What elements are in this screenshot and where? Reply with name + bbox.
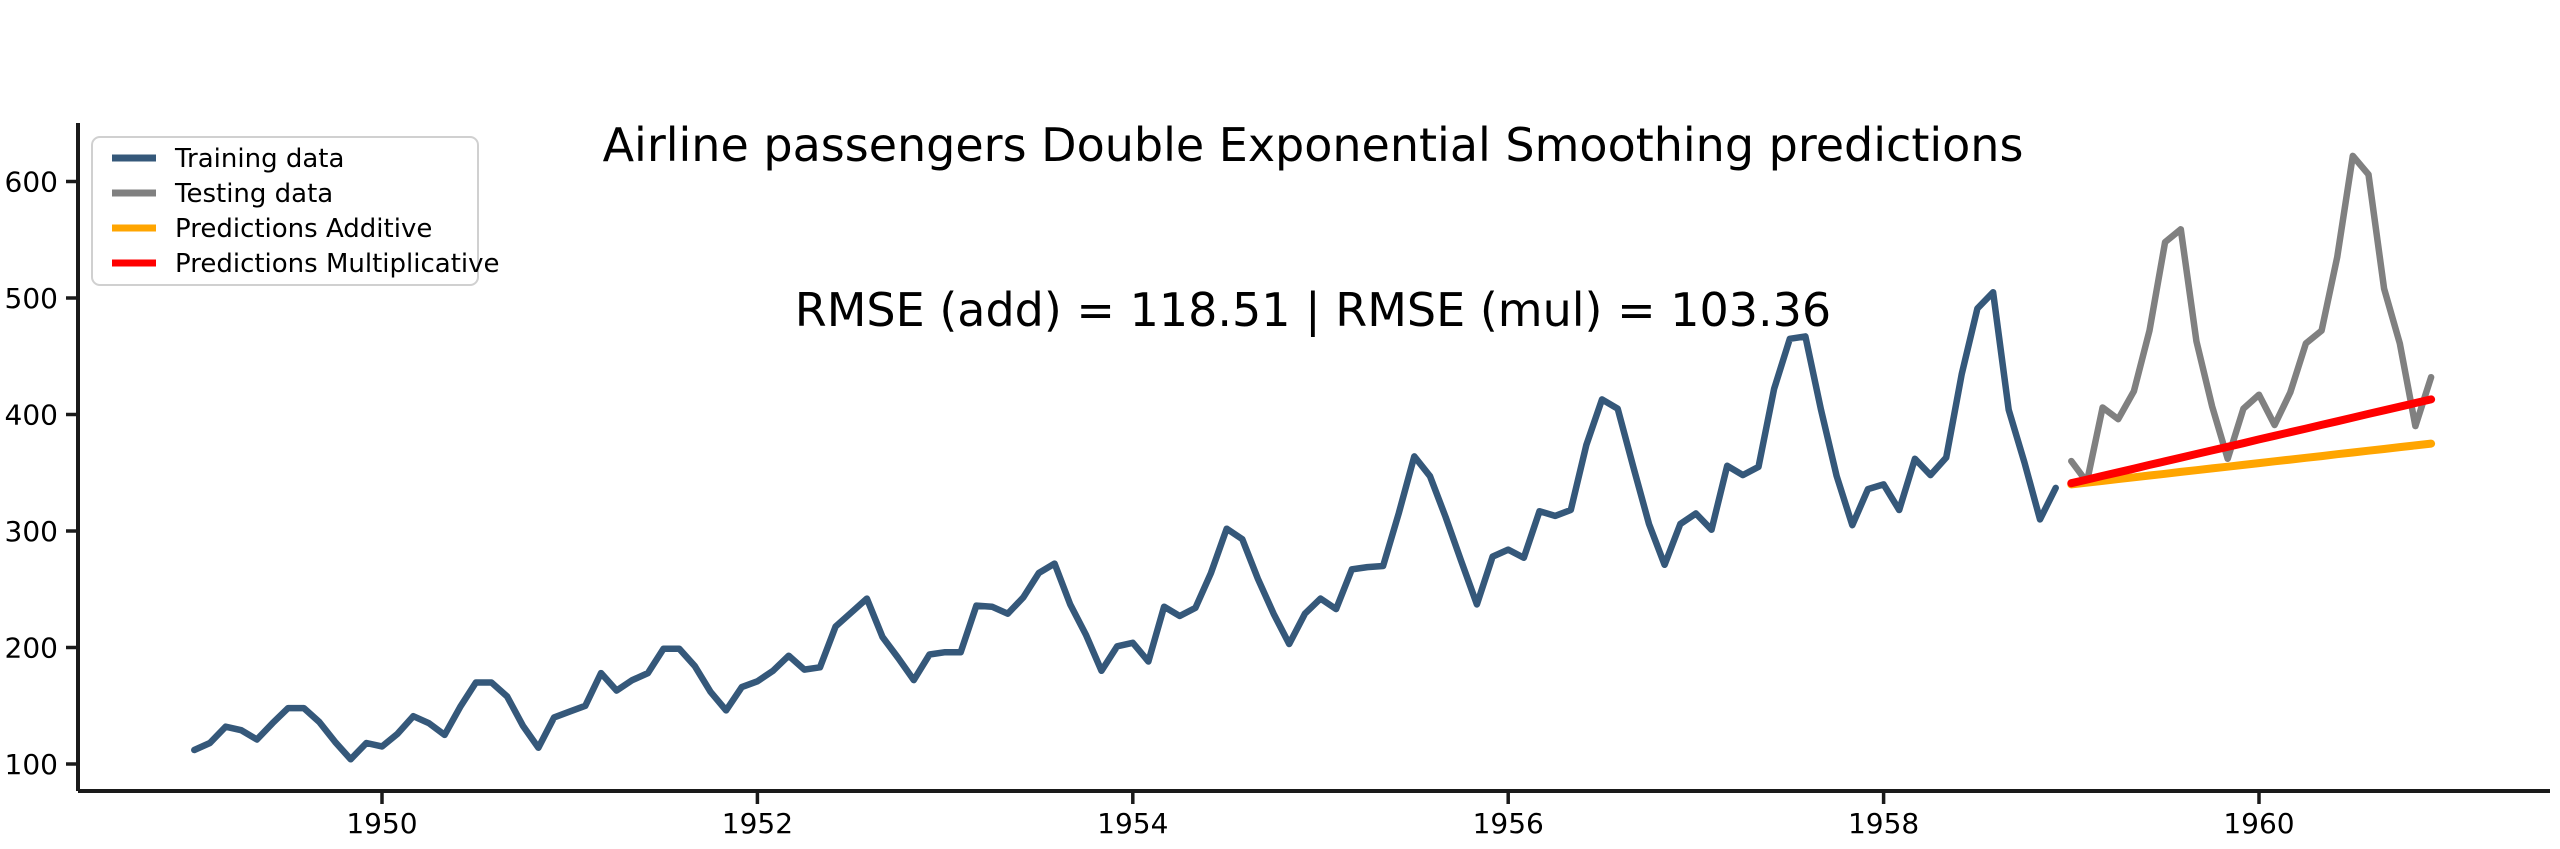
x-tick-label: 1958: [1848, 807, 1919, 840]
chart-title: Airline passengers Double Exponential Sm…: [602, 118, 2024, 172]
x-tick-label: 1950: [346, 807, 417, 840]
x-tick-label: 1952: [722, 807, 793, 840]
legend-label-predictions-additive: Predictions Additive: [175, 214, 432, 244]
series-line-predictions-multiplicative: [2067, 395, 2436, 488]
series-line-training-data: [191, 288, 2059, 763]
y-tick-label: 600: [5, 166, 58, 199]
series-line-predictions-additive: [2067, 439, 2436, 489]
x-tick-label: 1954: [1097, 807, 1168, 840]
y-tick-label: 200: [5, 632, 58, 665]
x-tick-label: 1960: [2223, 807, 2294, 840]
y-tick-label: 400: [5, 399, 58, 432]
chart-title-block: Airline passengers Double Exponential Sm…: [78, 8, 2548, 448]
legend-label-predictions-multiplicative: Predictions Multiplicative: [175, 249, 500, 279]
y-tick-label: 500: [5, 282, 58, 315]
legend-box: [91, 136, 479, 286]
legend-label-training-data: Training data: [174, 144, 344, 174]
y-tick-label: 100: [5, 748, 58, 781]
y-tick-label: 300: [5, 515, 58, 548]
chart-subtitle: RMSE (add) = 118.51 | RMSE (mul) = 103.3…: [794, 283, 1832, 337]
x-tick-label: 1956: [1473, 807, 1544, 840]
legend-label-testing-data: Testing data: [174, 179, 333, 209]
series-line-testing-data: [2068, 152, 2435, 486]
